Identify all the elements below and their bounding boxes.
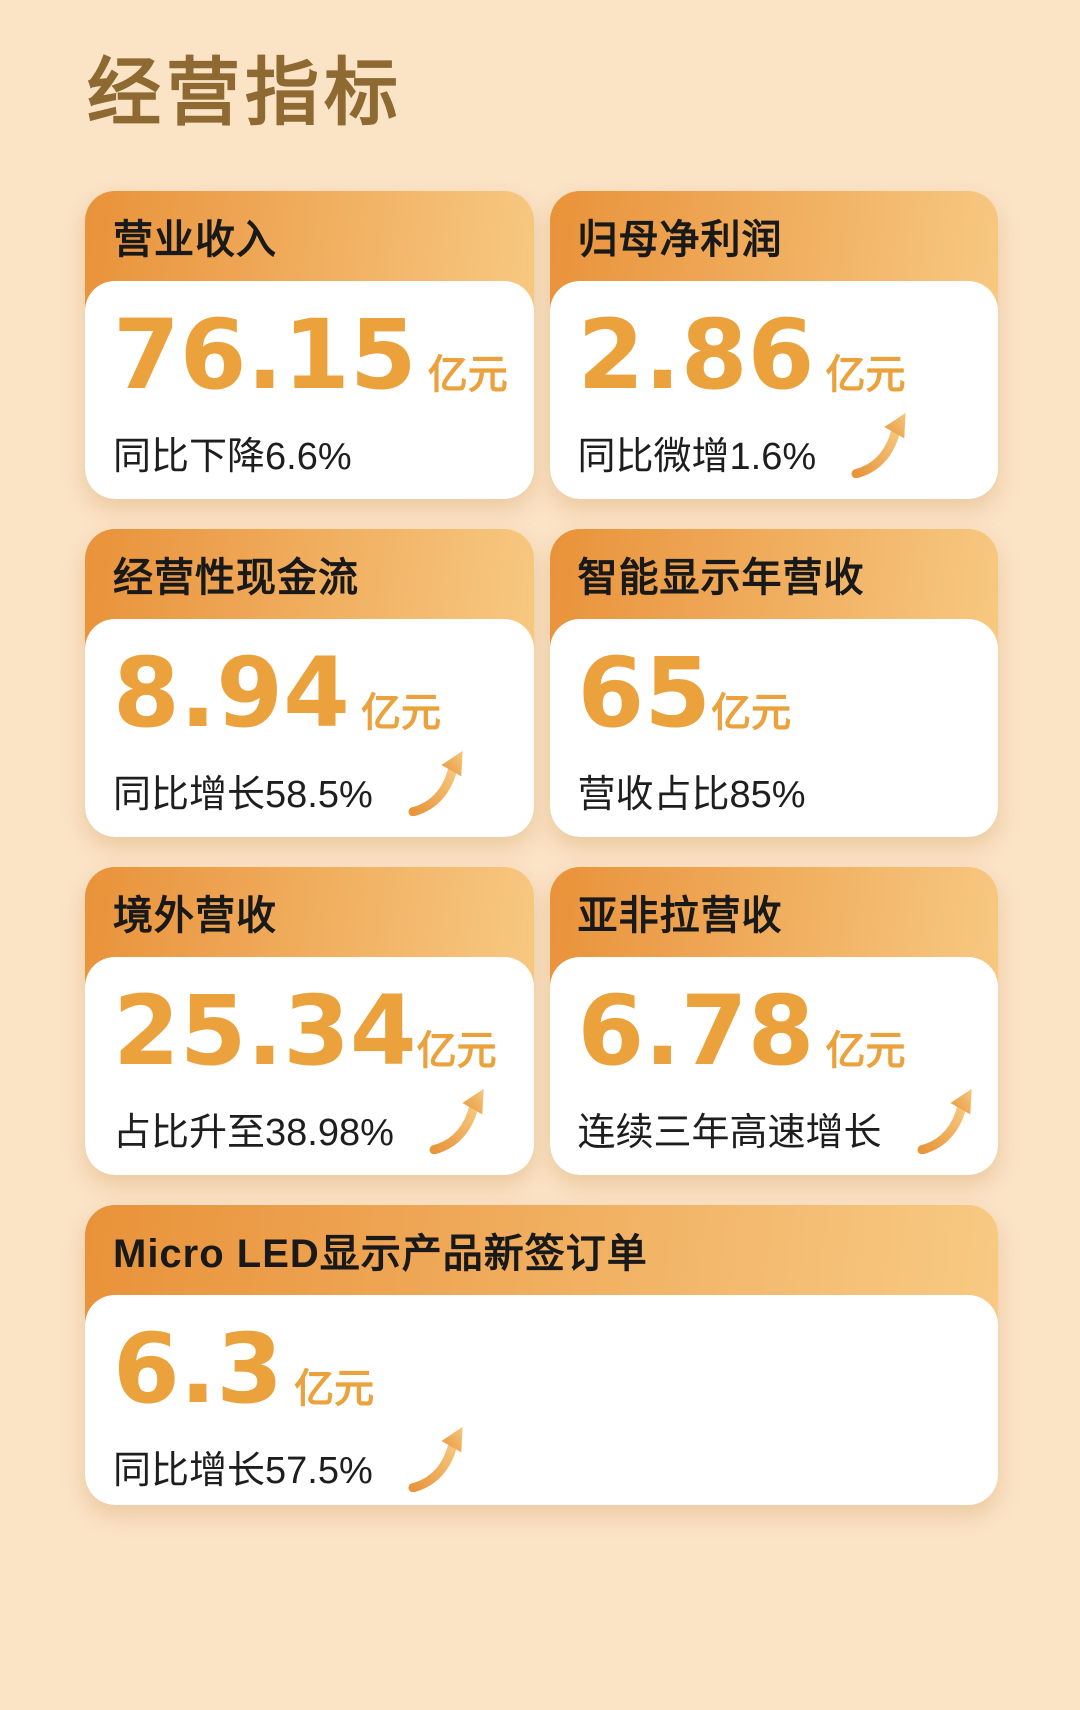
metric-note: 连续三年高速增长 bbox=[577, 1112, 882, 1155]
metric-note-row: 同比增长57.5% bbox=[113, 1426, 968, 1494]
metric-title: 亚非拉营收 bbox=[577, 894, 783, 939]
metric-title: 智能显示年营收 bbox=[577, 556, 865, 601]
metric-value-row: 76.15 亿元 bbox=[113, 307, 508, 403]
metric-value-row: 65亿元 bbox=[578, 645, 969, 741]
metric-unit: 亿元 bbox=[283, 1367, 375, 1412]
metric-card-body: 2.86 亿元 同比微增1.6% bbox=[549, 281, 998, 500]
metric-card-body: 8.94 亿元 同比增长58.5% bbox=[85, 619, 534, 838]
metric-note-row: 同比微增1.6% bbox=[577, 412, 969, 480]
metric-note-row: 占比升至38.98% bbox=[113, 1088, 504, 1156]
metric-title: 境外营收 bbox=[113, 894, 277, 939]
up-arrow-icon bbox=[916, 1088, 972, 1154]
metric-card-body: 6.78 亿元 连续三年高速增长 bbox=[549, 957, 998, 1176]
metric-value: 6.78 bbox=[577, 975, 815, 1088]
metric-unit: 亿元 bbox=[349, 691, 441, 736]
up-arrow-icon bbox=[851, 412, 906, 478]
metric-value-row: 2.86 亿元 bbox=[578, 307, 969, 403]
metric-card-asia-africa-latam-revenue: 亚非拉营收 6.78 亿元 连续三年高速增长 bbox=[549, 867, 999, 1176]
metric-note: 同比微增1.6% bbox=[577, 436, 817, 479]
metric-card-header: 归母净利润 bbox=[550, 191, 999, 281]
metric-unit: 亿元 bbox=[814, 353, 906, 398]
metric-card-body: 25.34亿元 占比升至38.98% bbox=[85, 957, 534, 1176]
metric-value: 8.94 bbox=[113, 637, 350, 750]
metric-card-body: 65亿元 营收占比85% bbox=[549, 619, 998, 838]
metric-value: 76.15 bbox=[113, 299, 417, 412]
metric-note-row: 连续三年高速增长 bbox=[577, 1088, 972, 1156]
metric-card-header: 智能显示年营收 bbox=[550, 529, 999, 619]
up-arrow-icon bbox=[408, 1426, 463, 1492]
metric-value: 65 bbox=[577, 637, 712, 750]
metric-value-row: 8.94 亿元 bbox=[113, 645, 504, 741]
metric-note: 同比下降6.6% bbox=[113, 436, 352, 479]
metric-card-net-profit: 归母净利润 2.86 亿元 同比微增1.6% bbox=[549, 191, 999, 500]
metric-value: 6.3 bbox=[113, 1313, 284, 1426]
metric-card-header: 境外营收 bbox=[85, 867, 534, 957]
metric-card-header: Micro LED显示产品新签订单 bbox=[85, 1205, 998, 1295]
metric-value: 2.86 bbox=[577, 299, 815, 412]
metric-title: 归母净利润 bbox=[577, 218, 783, 263]
metric-title: Micro LED显示产品新签订单 bbox=[113, 1232, 648, 1277]
metric-card-header: 亚非拉营收 bbox=[550, 867, 999, 957]
page-title: 经营指标 bbox=[87, 51, 403, 134]
metric-note: 同比增长57.5% bbox=[113, 1450, 373, 1493]
metric-card-header: 经营性现金流 bbox=[85, 529, 534, 619]
metric-value-row: 6.78 亿元 bbox=[578, 983, 969, 1079]
metric-title: 经营性现金流 bbox=[113, 556, 359, 601]
metric-card-body: 6.3 亿元 同比增长57.5% bbox=[85, 1295, 998, 1506]
metric-value-row: 6.3 亿元 bbox=[113, 1321, 968, 1417]
metric-card-smart-display-annual-revenue: 智能显示年营收 65亿元 营收占比85% bbox=[549, 529, 999, 838]
metric-note-row: 同比下降6.6% bbox=[113, 425, 504, 480]
metric-value: 25.34 bbox=[113, 975, 417, 1088]
metric-unit: 亿元 bbox=[711, 691, 792, 736]
metric-unit: 亿元 bbox=[814, 1029, 906, 1074]
metric-note-row: 同比增长58.5% bbox=[113, 750, 504, 818]
metric-note: 营收占比85% bbox=[577, 774, 806, 817]
metric-value-row: 25.34亿元 bbox=[113, 983, 504, 1079]
metric-title: 营业收入 bbox=[113, 218, 277, 263]
metric-note-row: 营收占比85% bbox=[578, 763, 969, 818]
metric-card-overseas-revenue: 境外营收 25.34亿元 占比升至38.98% bbox=[85, 867, 534, 1176]
cards-grid: 营业收入 76.15 亿元 同比下降6.6% 归母净利润 2.86 亿元 同比微… bbox=[85, 191, 999, 1506]
up-arrow-icon bbox=[408, 750, 463, 816]
metric-unit: 亿元 bbox=[416, 1029, 497, 1074]
metric-unit: 亿元 bbox=[416, 353, 508, 398]
metric-card-body: 76.15 亿元 同比下降6.6% bbox=[85, 281, 534, 500]
metric-card-revenue: 营业收入 76.15 亿元 同比下降6.6% bbox=[85, 191, 534, 500]
metric-card-operating-cash-flow: 经营性现金流 8.94 亿元 同比增长58.5% bbox=[85, 529, 534, 838]
metric-note: 占比升至38.98% bbox=[113, 1112, 394, 1155]
metric-card-header: 营业收入 bbox=[85, 191, 534, 281]
metric-note: 同比增长58.5% bbox=[113, 774, 373, 817]
up-arrow-icon bbox=[429, 1088, 484, 1154]
metric-card-micro-led-new-orders: Micro LED显示产品新签订单 6.3 亿元 同比增长57.5% bbox=[85, 1205, 998, 1506]
